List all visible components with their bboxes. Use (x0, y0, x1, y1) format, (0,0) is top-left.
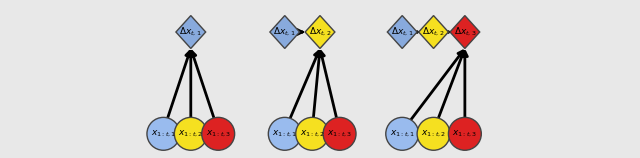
Text: $x_{1:t,3}$: $x_{1:t,3}$ (327, 129, 352, 139)
Text: $x_{1:t,1}$: $x_{1:t,1}$ (272, 129, 298, 139)
Text: $x_{1:t,3}$: $x_{1:t,3}$ (452, 129, 477, 139)
Polygon shape (270, 16, 300, 49)
Text: $x_{1:t,3}$: $x_{1:t,3}$ (205, 129, 231, 139)
Circle shape (417, 117, 450, 150)
Circle shape (296, 117, 328, 150)
Polygon shape (176, 16, 205, 49)
Polygon shape (305, 16, 335, 49)
Text: $\Delta x_{t,1}$: $\Delta x_{t,1}$ (179, 26, 202, 38)
Circle shape (147, 117, 180, 150)
Text: $\Delta x_{t,1}$: $\Delta x_{t,1}$ (273, 26, 296, 38)
Text: $\Delta x_{t,3}$: $\Delta x_{t,3}$ (454, 26, 476, 38)
Circle shape (449, 117, 481, 150)
Text: $x_{1:t,2}$: $x_{1:t,2}$ (421, 129, 446, 139)
Text: $\Delta x_{t,2}$: $\Delta x_{t,2}$ (308, 26, 332, 38)
Polygon shape (450, 16, 480, 49)
Circle shape (386, 117, 419, 150)
Text: $x_{1:t,1}$: $x_{1:t,1}$ (390, 129, 415, 139)
Polygon shape (419, 16, 449, 49)
Circle shape (202, 117, 235, 150)
Text: $x_{1:t,2}$: $x_{1:t,2}$ (300, 129, 324, 139)
Polygon shape (387, 16, 417, 49)
Text: $x_{1:t,1}$: $x_{1:t,1}$ (150, 129, 176, 139)
Circle shape (323, 117, 356, 150)
Text: $\Delta x_{t,1}$: $\Delta x_{t,1}$ (391, 26, 413, 38)
Circle shape (174, 117, 207, 150)
Circle shape (268, 117, 301, 150)
Text: $\Delta x_{t,2}$: $\Delta x_{t,2}$ (422, 26, 445, 38)
Text: $x_{1:t,2}$: $x_{1:t,2}$ (178, 129, 204, 139)
